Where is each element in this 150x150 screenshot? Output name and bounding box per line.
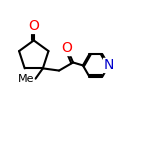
Text: O: O: [28, 19, 39, 33]
Text: O: O: [62, 42, 73, 56]
Text: Me: Me: [18, 74, 34, 84]
Text: N: N: [104, 58, 114, 72]
